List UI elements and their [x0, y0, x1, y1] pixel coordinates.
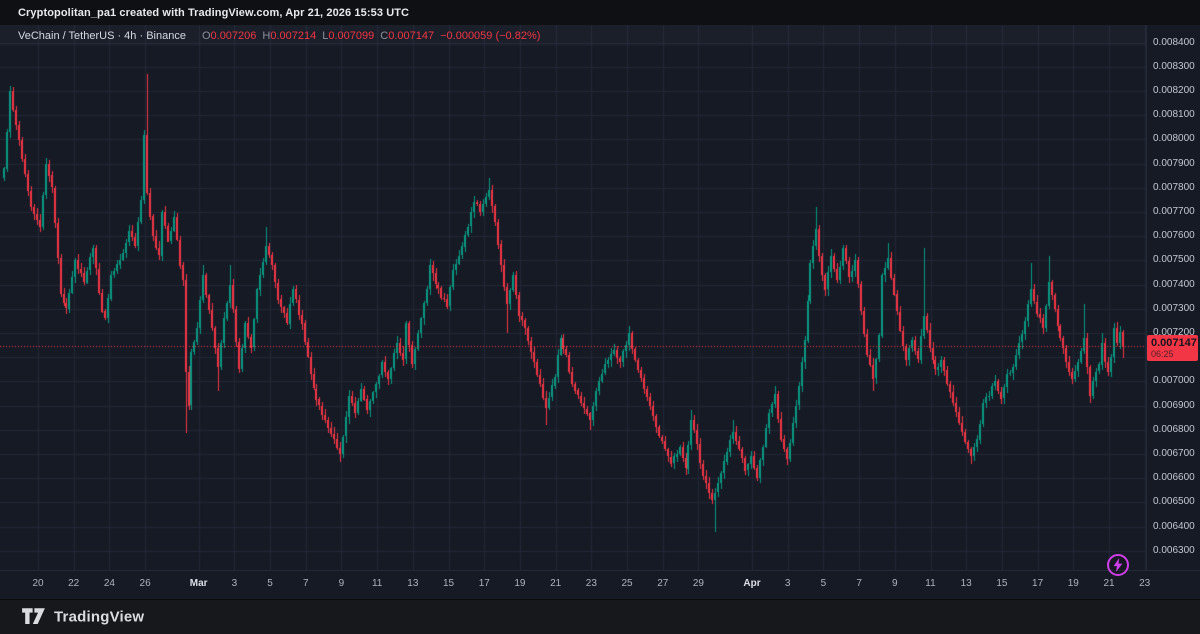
price-axis-label: 0.006600 — [1153, 472, 1195, 484]
price-axis[interactable]: 0.007147 06:25 0.008400 0.008300 0.008200 0… — [1146, 25, 1200, 570]
time-axis-label: 27 — [657, 578, 669, 589]
time-axis-label: 3 — [784, 578, 791, 589]
price-axis-label: 0.006900 — [1153, 399, 1195, 411]
watermark-bar: Cryptopolitan_pa1 created with TradingVi… — [0, 0, 1200, 25]
price-axis-label: 0.006300 — [1153, 544, 1195, 556]
price-axis-label: 0.007700 — [1153, 206, 1195, 217]
ohlc-label: L — [322, 30, 329, 42]
time-axis-label: 13 — [407, 578, 419, 589]
chart-pane: VeChain / TetherUS · 4h · Binance O0.007… — [0, 25, 1146, 570]
symbol-legend: VeChain / TetherUS · 4h · Binance O0.007… — [18, 30, 540, 42]
price-axis-label: 0.008300 — [1153, 60, 1195, 72]
price-axis-label: 0.007200 — [1153, 327, 1195, 338]
candlestick-chart[interactable] — [0, 25, 1146, 570]
time-axis-label: 26 — [139, 578, 151, 589]
price-axis-label: 0.007400 — [1153, 278, 1195, 290]
price-axis-label: 0.006400 — [1153, 520, 1195, 532]
tradingview-link[interactable]: TradingView — [21, 607, 144, 628]
time-axis-label: 19 — [514, 578, 526, 589]
time-axis-label: 11 — [925, 578, 936, 589]
time-axis-label: Apr — [743, 578, 761, 589]
time-axis-label: 19 — [1067, 578, 1079, 589]
ohlc-number: 0.007099 — [328, 30, 375, 42]
time-axis-label: 24 — [103, 578, 115, 589]
time-axis-label: 5 — [820, 578, 827, 589]
price-axis-label: 0.008100 — [1153, 109, 1195, 121]
time-axis-label: Mar — [189, 578, 208, 589]
price-axis-label: 0.007000 — [1153, 375, 1195, 387]
last-price-tag: 0.007147 06:25 — [1147, 334, 1198, 361]
time-axis-label: 9 — [892, 578, 898, 589]
time-axis-label: 21 — [1103, 578, 1115, 589]
time-axis-label: 9 — [338, 578, 345, 589]
price-axis-label: 0.008200 — [1153, 85, 1195, 96]
price-axis-label: 0.006700 — [1153, 448, 1195, 459]
ohlc-number: 0.007147 — [388, 30, 435, 42]
ohlc-label: C — [380, 30, 389, 42]
time-axis-label: 7 — [302, 578, 309, 589]
price-axis-label: 0.006500 — [1153, 496, 1195, 508]
last-price-value: 0.007147 — [1151, 336, 1197, 349]
price-axis-label: 0.007300 — [1153, 302, 1195, 314]
time-axis-label: 11 — [371, 578, 383, 589]
price-axis-label: 0.007500 — [1153, 254, 1195, 266]
event-marker[interactable] — [1107, 554, 1129, 576]
time-axis-label: 17 — [1032, 578, 1044, 589]
time-axis-label: 13 — [960, 578, 972, 589]
ohlc-values: O0.007206 H0.007214 L0.007099 C0.007147 — [196, 30, 434, 42]
time-axis-label: 21 — [550, 578, 562, 589]
ohlc-label: O — [201, 30, 211, 42]
ohlc-number: 0.007206 — [210, 30, 257, 42]
price-axis-label: 0.008000 — [1153, 133, 1195, 145]
ohlc-label: H — [262, 30, 271, 42]
price-axis-label: 0.007600 — [1153, 230, 1195, 242]
time-axis-label: 15 — [996, 578, 1008, 589]
time-axis-label: 22 — [68, 578, 80, 589]
time-axis[interactable]: 20 22 24 26 Mar 3 5 7 9 11 13 15 17 19 21 23 25 27 29 Apr 3 5… — [0, 570, 1200, 599]
time-axis-label: 7 — [856, 578, 862, 589]
time-axis-label: 5 — [267, 578, 273, 589]
bar-countdown: 06:25 — [1151, 348, 1174, 359]
time-axis-label: 25 — [621, 578, 633, 589]
time-axis-label: 20 — [32, 578, 44, 589]
time-axis-label: 23 — [585, 578, 597, 589]
price-axis-label: 0.007900 — [1153, 157, 1195, 169]
change-value: −0.000059 (−0.82%) — [440, 30, 541, 42]
price-axis-label: 0.006800 — [1153, 423, 1195, 435]
footer-bar: TradingView — [0, 599, 1200, 634]
lightning-bolt-icon — [1113, 558, 1123, 572]
time-axis-label: 15 — [442, 578, 455, 589]
time-axis-label: 17 — [478, 578, 490, 589]
symbol-title: VeChain / TetherUS · 4h · Binance — [18, 30, 186, 42]
time-axis-label: 3 — [231, 578, 238, 589]
watermark-text: Cryptopolitan_pa1 created with TradingVi… — [18, 6, 410, 19]
price-axis-label: 0.007800 — [1153, 181, 1195, 193]
time-axis-label: 23 — [1139, 578, 1151, 589]
time-axis-label: 29 — [692, 578, 704, 589]
ohlc-number: 0.007214 — [270, 30, 317, 42]
brand-text: TradingView — [54, 608, 145, 626]
price-axis-label: 0.008400 — [1153, 36, 1195, 48]
tradingview-logo — [22, 608, 45, 624]
